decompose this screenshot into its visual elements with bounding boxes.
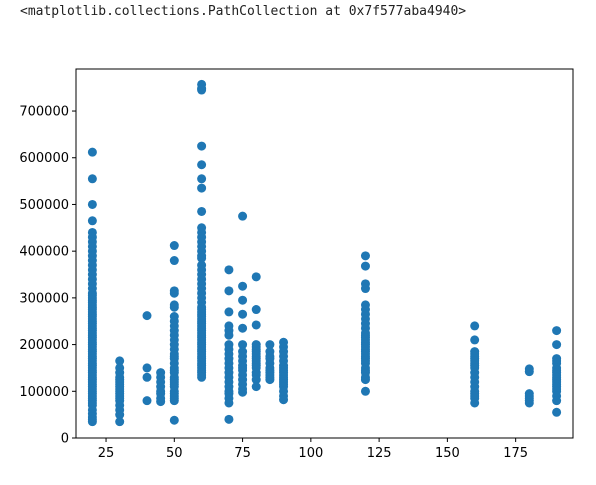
data-point [224, 330, 234, 340]
data-point [552, 340, 562, 350]
data-point [115, 356, 125, 366]
scatter-points [87, 79, 562, 427]
data-point [87, 216, 97, 226]
y-tick-label: 500000 [19, 198, 69, 213]
data-point [87, 147, 97, 157]
data-point [360, 375, 370, 385]
output-repr-text: <matplotlib.collections.PathCollection a… [20, 4, 467, 19]
data-point [238, 309, 248, 319]
data-point [115, 417, 125, 427]
data-point [197, 183, 207, 193]
data-point [360, 386, 370, 396]
data-point [87, 174, 97, 184]
data-point [470, 398, 480, 408]
x-tick-label: 50 [166, 446, 183, 461]
y-axis: 0 100000 200000 300000 400000 500000 600000 700… [19, 105, 76, 447]
data-point [197, 141, 207, 151]
data-point [169, 415, 179, 425]
data-point [238, 211, 248, 221]
data-point [169, 256, 179, 266]
x-tick-label: 100 [298, 446, 323, 461]
x-axis: 25 50 75 100 125 150 175 [98, 438, 528, 461]
plot-frame [75, 68, 574, 439]
data-point [265, 375, 275, 385]
data-point [87, 199, 97, 209]
data-point [115, 410, 125, 420]
data-point [251, 375, 261, 385]
x-tick-label: 125 [367, 446, 392, 461]
data-point [238, 340, 248, 350]
data-point [470, 321, 480, 331]
data-point [197, 372, 207, 382]
data-point [470, 335, 480, 345]
x-tick-label: 150 [435, 446, 460, 461]
data-point [169, 302, 179, 312]
data-point [279, 395, 289, 405]
data-point [197, 85, 207, 95]
data-point [142, 396, 152, 406]
y-tick-label: 700000 [19, 105, 69, 120]
x-tick-label: 175 [503, 446, 528, 461]
data-point [238, 323, 248, 333]
y-tick-label: 400000 [19, 245, 69, 260]
y-tick-label: 0 [61, 432, 69, 447]
data-point [169, 241, 179, 251]
data-point [251, 272, 261, 282]
data-point [251, 320, 261, 330]
data-point [360, 251, 370, 261]
data-point [224, 307, 234, 317]
data-point [265, 340, 275, 350]
x-tick-label: 75 [234, 446, 251, 461]
y-tick-label: 100000 [19, 385, 69, 400]
y-tick-label: 300000 [19, 291, 69, 306]
data-point [238, 295, 248, 305]
data-point [360, 261, 370, 271]
data-point [552, 326, 562, 336]
data-point [142, 311, 152, 321]
data-point [142, 363, 152, 373]
data-point [87, 417, 97, 427]
data-point [224, 414, 234, 424]
data-point [142, 372, 152, 382]
data-point [524, 367, 534, 377]
data-point [552, 396, 562, 406]
data-point [360, 284, 370, 294]
data-point [224, 265, 234, 275]
data-point [224, 286, 234, 296]
x-tick-label: 25 [98, 446, 115, 461]
data-point [251, 305, 261, 315]
data-point [197, 206, 207, 216]
data-point [156, 397, 166, 407]
y-tick-label: 200000 [19, 338, 69, 353]
data-point [169, 288, 179, 298]
data-point [238, 387, 248, 397]
data-point [251, 382, 261, 392]
data-point [224, 398, 234, 408]
y-tick-label: 600000 [19, 151, 69, 166]
data-point [552, 407, 562, 417]
data-point [238, 281, 248, 291]
data-point [197, 174, 207, 184]
data-point [169, 396, 179, 406]
data-point [197, 160, 207, 170]
data-point [524, 398, 534, 408]
data-point [197, 253, 207, 263]
